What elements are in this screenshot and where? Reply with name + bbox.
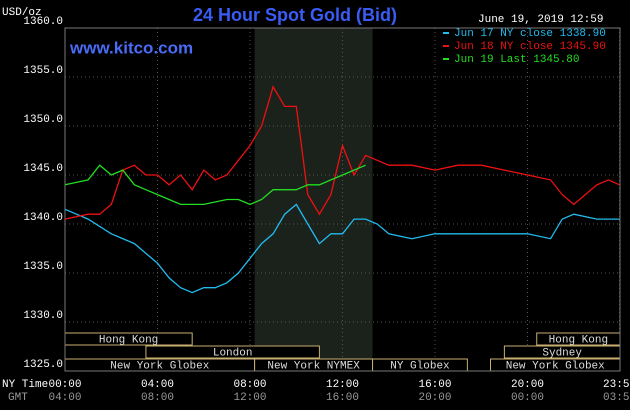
x-tick-label: 20:00 bbox=[511, 379, 544, 391]
x-tick-label: 08:00 bbox=[233, 379, 266, 391]
session-box bbox=[145, 345, 320, 359]
session-label: NY Globex bbox=[390, 360, 450, 372]
plot-background bbox=[64, 27, 621, 372]
x2-tick-label: 08:00 bbox=[141, 392, 174, 404]
x2-tick-label: 16:00 bbox=[326, 392, 359, 404]
session-label: Hong Kong bbox=[549, 334, 608, 346]
x2-tick-label: 00:00 bbox=[511, 392, 544, 404]
y-tick-label: 1340.0 bbox=[23, 212, 63, 224]
y-tick-label: 1360.0 bbox=[23, 16, 63, 28]
x2-tick-label: 04:00 bbox=[48, 392, 81, 404]
timestamp: June 19, 2019 12:59 bbox=[478, 14, 603, 26]
x-tick-label: 12:00 bbox=[326, 379, 359, 391]
x-tick-label: 00:00 bbox=[48, 379, 81, 391]
x2-tick-label: 12:00 bbox=[233, 392, 266, 404]
chart-title: 24 Hour Spot Gold (Bid) bbox=[193, 5, 397, 25]
series-line bbox=[64, 85, 620, 220]
x2-tick-label: 20:00 bbox=[418, 392, 451, 404]
y-tick-label: 1355.0 bbox=[23, 65, 63, 77]
session-label: New York NYMEX bbox=[267, 360, 360, 372]
watermark: www.kitco.com bbox=[69, 38, 193, 57]
y-tick-label: 1335.0 bbox=[23, 261, 63, 273]
session-label: New York Globex bbox=[110, 360, 209, 372]
shade bbox=[254, 28, 373, 371]
x-tick-label: 04:00 bbox=[141, 379, 174, 391]
session-label: New York Globex bbox=[506, 360, 605, 372]
plot-frame bbox=[64, 27, 621, 372]
y-tick-label: 1330.0 bbox=[23, 310, 63, 322]
y-tick-label: 1345.0 bbox=[23, 163, 63, 175]
series-line bbox=[64, 164, 366, 206]
legend-label: Jun 17 NY close 1338.90 bbox=[454, 28, 606, 40]
x2-tick-label: 03:59 bbox=[603, 392, 630, 404]
session-label: Hong Kong bbox=[99, 334, 158, 346]
x-tick-label: 23:59 bbox=[603, 379, 630, 391]
y-axis-label: USD/oz bbox=[2, 7, 42, 19]
x-axis-label: NY Time bbox=[2, 379, 48, 391]
session-label: Sydney bbox=[542, 347, 582, 359]
session-label: London bbox=[213, 347, 253, 359]
legend-label: Jun 19 Last 1345.80 bbox=[454, 54, 579, 66]
legend-label: Jun 18 NY close 1345.90 bbox=[454, 41, 606, 53]
x-tick-label: 16:00 bbox=[418, 379, 451, 391]
y-tick-label: 1350.0 bbox=[23, 114, 63, 126]
x2-axis-label: GMT bbox=[8, 392, 28, 404]
series-line bbox=[64, 203, 620, 294]
y-tick-label: 1325.0 bbox=[23, 359, 63, 371]
